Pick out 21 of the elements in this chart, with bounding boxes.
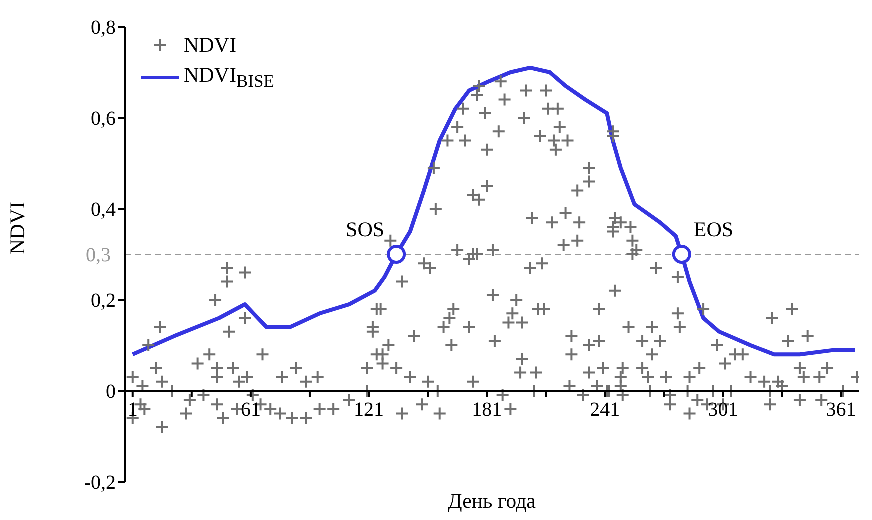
x-tick-label: 241 bbox=[590, 399, 620, 421]
x-tick-label: 121 bbox=[354, 399, 384, 421]
y-tick-label: 0,8 bbox=[91, 17, 116, 40]
y-tick-label: 0,4 bbox=[91, 199, 116, 222]
y-tick-label: 0,6 bbox=[91, 108, 116, 130]
y-tick-label: -0,2 bbox=[84, 472, 116, 494]
x-tick-label: 361 bbox=[826, 399, 856, 421]
y-axis-title: NDVI bbox=[5, 202, 30, 254]
x-tick-label: 301 bbox=[708, 399, 738, 421]
y-tick-label: 0,2 bbox=[91, 290, 116, 312]
x-tick-label: 181 bbox=[472, 399, 502, 421]
legend-label: NDVI bbox=[184, 32, 236, 59]
x-axis-title: День года bbox=[448, 489, 537, 513]
annotation: SOS bbox=[346, 218, 385, 242]
ref-line-label: 0,3 bbox=[86, 244, 111, 267]
line-series bbox=[130, 66, 858, 357]
legend-label: NDVI$_{BISE}$ bbox=[184, 62, 274, 94]
x-tick-label: 61 bbox=[240, 399, 261, 421]
x-tick-label: 1 bbox=[128, 399, 138, 421]
y-tick-label: 0 bbox=[106, 381, 116, 404]
annotation: EOS bbox=[694, 218, 734, 242]
